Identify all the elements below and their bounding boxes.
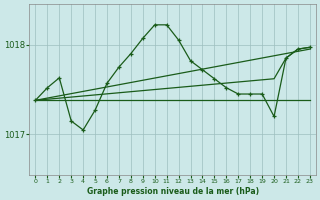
X-axis label: Graphe pression niveau de la mer (hPa): Graphe pression niveau de la mer (hPa) (87, 187, 259, 196)
